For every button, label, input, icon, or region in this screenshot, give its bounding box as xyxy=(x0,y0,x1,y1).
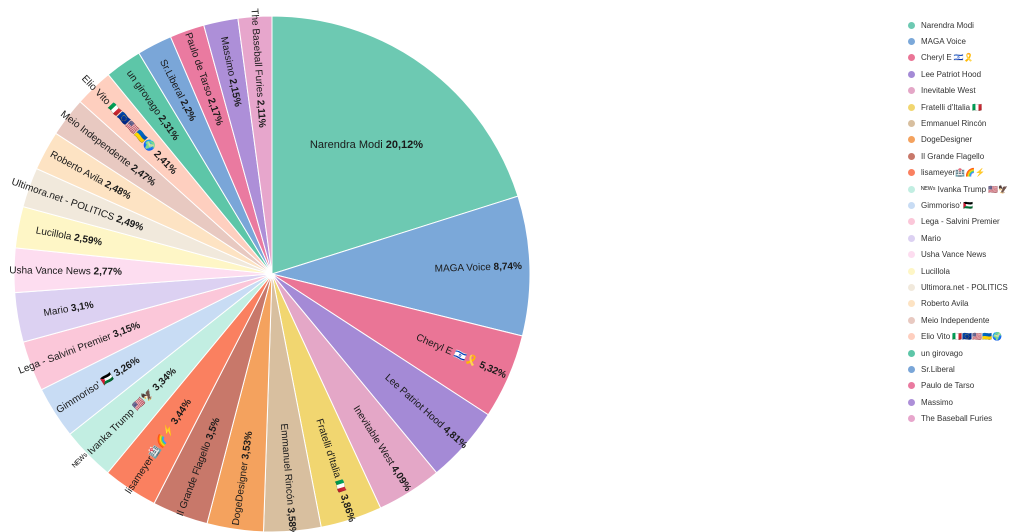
legend-item[interactable]: Narendra Modi xyxy=(908,17,1024,33)
legend-label: The Baseball Furies xyxy=(921,414,993,424)
legend-item[interactable]: ᴺᴱᵂˢ Ivanka Trump 🇺🇸🦅 xyxy=(908,181,1024,197)
legend-item[interactable]: Lee Patriot Hood xyxy=(908,66,1024,82)
legend-label: Sr.Liberal xyxy=(921,364,955,374)
pie-slice[interactable] xyxy=(271,15,519,275)
legend-swatch xyxy=(908,267,915,275)
legend-item[interactable]: Massimo xyxy=(908,394,1024,410)
legend-label: Elio Vito 🇮🇹🇪🇺🇺🇸🇺🇦🌍 xyxy=(921,332,1003,342)
legend-label: Lee Patriot Hood xyxy=(921,69,982,79)
legend-label: Lucillola xyxy=(921,266,950,276)
legend-item[interactable]: Inevitable West xyxy=(908,83,1024,99)
legend-label: Usha Vance News xyxy=(921,250,987,260)
slice-label-name: Usha Vance News xyxy=(9,265,93,277)
legend-swatch xyxy=(908,54,915,62)
legend-item[interactable]: The Baseball Furies xyxy=(908,410,1024,426)
legend-item[interactable]: un girovago xyxy=(908,345,1024,361)
legend-swatch xyxy=(908,283,915,291)
legend-item[interactable]: Gimmoriso' 🇵🇸 xyxy=(908,197,1024,213)
pie-chart: Narendra Modi 20,12%MAGA Voice 8,74%Cher… xyxy=(9,8,531,532)
legend-item[interactable]: Sr.Liberal xyxy=(908,361,1024,377)
pie-slice[interactable] xyxy=(237,15,273,275)
legend-swatch xyxy=(908,398,915,406)
legend-swatch xyxy=(908,382,915,390)
legend-label: un girovago xyxy=(921,348,963,358)
legend-swatch xyxy=(908,120,915,128)
legend-label: Mario xyxy=(921,233,942,243)
legend-item[interactable]: Lega - Salvini Premier xyxy=(908,214,1024,230)
legend-label: Ultimora.net - POLITICS xyxy=(921,282,1008,292)
legend-item[interactable]: lisameyer🏥🌈⚡ xyxy=(908,165,1024,181)
legend-item[interactable]: Fratelli d'Italia 🇮🇹 xyxy=(908,99,1024,115)
legend-label: Fratelli d'Italia 🇮🇹 xyxy=(921,102,983,112)
legend-item[interactable]: Lucillola xyxy=(908,263,1024,279)
pie-slice[interactable] xyxy=(270,195,531,337)
chart-legend: Narendra Modi MAGA Voice Cheryl E 🇮🇱🎗️ Lee … xyxy=(908,17,1024,427)
slice-label-value: 20,12% xyxy=(386,139,424,151)
legend-swatch xyxy=(908,136,915,144)
legend-swatch xyxy=(908,415,915,423)
legend-swatch xyxy=(908,251,915,259)
legend-label: Cheryl E 🇮🇱🎗️ xyxy=(921,53,974,63)
legend-swatch xyxy=(908,201,915,209)
slice-label-value: 8,74% xyxy=(493,261,522,273)
legend-swatch xyxy=(908,38,915,46)
legend-item[interactable]: Mario xyxy=(908,230,1024,246)
slice-label-name: Mario xyxy=(43,303,72,319)
legend-label: Inevitable West xyxy=(921,86,976,96)
pie-slices xyxy=(13,15,531,532)
legend-label: ᴺᴱᵂˢ Ivanka Trump 🇺🇸🦅 xyxy=(921,184,1009,194)
legend-item[interactable]: Usha Vance News xyxy=(908,246,1024,262)
legend-label: Roberto Avila xyxy=(921,299,969,309)
slice-label-value: 2,59% xyxy=(73,232,103,248)
legend-label: Paulo de Tarso xyxy=(921,381,975,391)
legend-item[interactable]: Meio Independente xyxy=(908,312,1024,328)
slice-label: Usha Vance News 2,77% xyxy=(9,265,122,278)
legend-item[interactable]: Roberto Avila xyxy=(908,296,1024,312)
legend-item[interactable]: Elio Vito 🇮🇹🇪🇺🇺🇸🇺🇦🌍 xyxy=(908,328,1024,344)
legend-swatch xyxy=(908,349,915,357)
legend-item[interactable]: Emmanuel Rincón xyxy=(908,115,1024,131)
legend-swatch xyxy=(908,70,915,78)
legend-swatch xyxy=(908,234,915,242)
legend-label: Emmanuel Rincón xyxy=(921,119,987,129)
legend-label: Il Grande Flagello xyxy=(921,151,985,161)
slice-label-value: 3,58% xyxy=(285,507,298,532)
legend-swatch xyxy=(908,152,915,160)
legend-item[interactable]: Paulo de Tarso xyxy=(908,378,1024,394)
legend-label: Narendra Modi xyxy=(921,20,974,30)
legend-label: lisameyer🏥🌈⚡ xyxy=(921,168,986,178)
legend-item[interactable]: MAGA Voice xyxy=(908,33,1024,49)
legend-swatch xyxy=(908,218,915,226)
legend-label: Gimmoriso' 🇵🇸 xyxy=(921,200,974,210)
legend-label: Massimo xyxy=(921,397,954,407)
legend-swatch xyxy=(908,316,915,324)
legend-swatch xyxy=(908,185,915,193)
slice-label-value: 3,1% xyxy=(70,299,94,314)
legend-swatch xyxy=(908,103,915,111)
legend-label: DogeDesigner xyxy=(921,135,973,145)
legend-label: Lega - Salvini Premier xyxy=(921,217,1000,227)
legend-swatch xyxy=(908,300,915,308)
slice-label-value: 2,77% xyxy=(93,266,122,277)
slice-label: MAGA Voice 8,74% xyxy=(435,261,523,275)
legend-swatch xyxy=(908,333,915,341)
legend-swatch xyxy=(908,365,915,373)
slice-label-value: 2,11% xyxy=(255,100,268,129)
legend-swatch xyxy=(908,87,915,95)
slice-label: Narendra Modi 20,12% xyxy=(310,139,423,151)
legend-item[interactable]: Il Grande Flagello xyxy=(908,148,1024,164)
slice-label-value: 3,53% xyxy=(240,430,255,460)
legend-item[interactable]: DogeDesigner xyxy=(908,132,1024,148)
legend-item[interactable]: Cheryl E 🇮🇱🎗️ xyxy=(908,50,1024,66)
slice-label-name: MAGA Voice xyxy=(435,262,494,275)
slice-label-name: Narendra Modi xyxy=(310,139,386,151)
legend-label: MAGA Voice xyxy=(921,37,966,47)
slice-label: Mario 3,1% xyxy=(43,299,95,318)
legend-swatch xyxy=(908,21,915,29)
legend-label: Meio Independente xyxy=(921,315,990,325)
legend-swatch xyxy=(908,169,915,177)
legend-item[interactable]: Ultimora.net - POLITICS xyxy=(908,279,1024,295)
